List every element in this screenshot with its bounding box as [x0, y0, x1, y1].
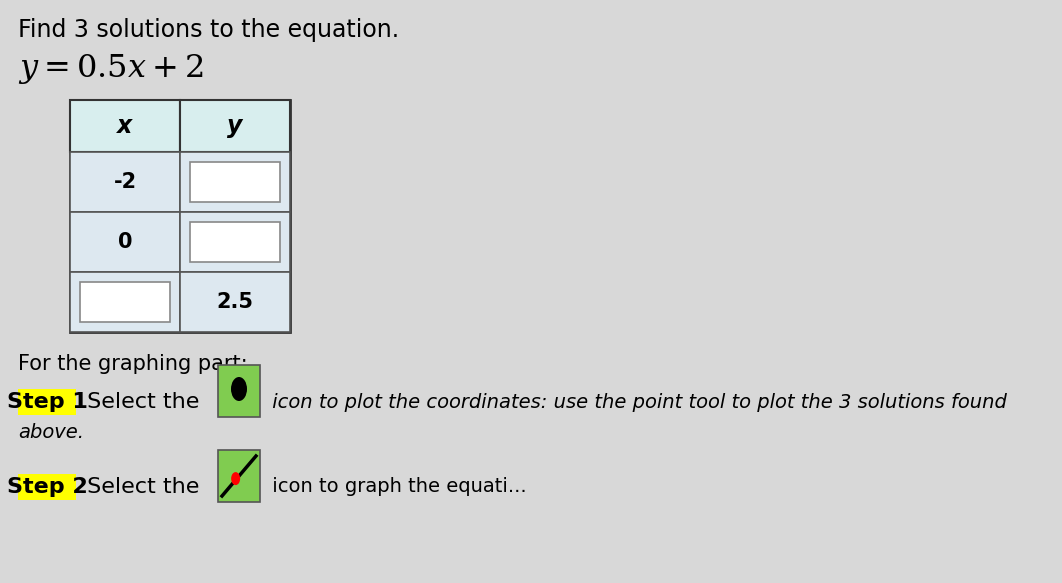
- Bar: [18, 389, 76, 415]
- Text: -2: -2: [114, 172, 137, 192]
- Text: Select the: Select the: [80, 477, 200, 497]
- Bar: [218, 365, 260, 417]
- Ellipse shape: [232, 377, 247, 401]
- Text: x: x: [118, 114, 133, 138]
- Bar: [70, 212, 179, 272]
- Text: 2.5: 2.5: [217, 292, 254, 312]
- Bar: [179, 152, 290, 212]
- Bar: [179, 212, 290, 272]
- Bar: [190, 162, 280, 202]
- Bar: [70, 152, 179, 212]
- Bar: [190, 222, 280, 262]
- Text: icon to plot the coordinates: use the point tool to plot the 3 solutions found: icon to plot the coordinates: use the po…: [266, 392, 1007, 412]
- Bar: [179, 100, 290, 152]
- Text: Find 3 solutions to the equation.: Find 3 solutions to the equation.: [18, 18, 399, 42]
- Bar: [218, 450, 260, 502]
- Bar: [70, 100, 179, 152]
- Bar: [179, 272, 290, 332]
- Text: Select the: Select the: [80, 392, 200, 412]
- Text: Step 2: Step 2: [6, 477, 87, 497]
- Text: $y = 0.5x + 2$: $y = 0.5x + 2$: [18, 52, 203, 86]
- Bar: [70, 100, 290, 332]
- Bar: [18, 474, 76, 500]
- Bar: [80, 282, 170, 322]
- Text: icon to graph the equati...: icon to graph the equati...: [266, 477, 527, 497]
- Text: 0: 0: [118, 232, 133, 252]
- Ellipse shape: [232, 472, 240, 485]
- Text: Step 1: Step 1: [6, 392, 87, 412]
- Bar: [70, 272, 179, 332]
- Text: For the graphing part:: For the graphing part:: [18, 354, 247, 374]
- Text: y: y: [227, 114, 243, 138]
- Text: above.: above.: [18, 423, 84, 442]
